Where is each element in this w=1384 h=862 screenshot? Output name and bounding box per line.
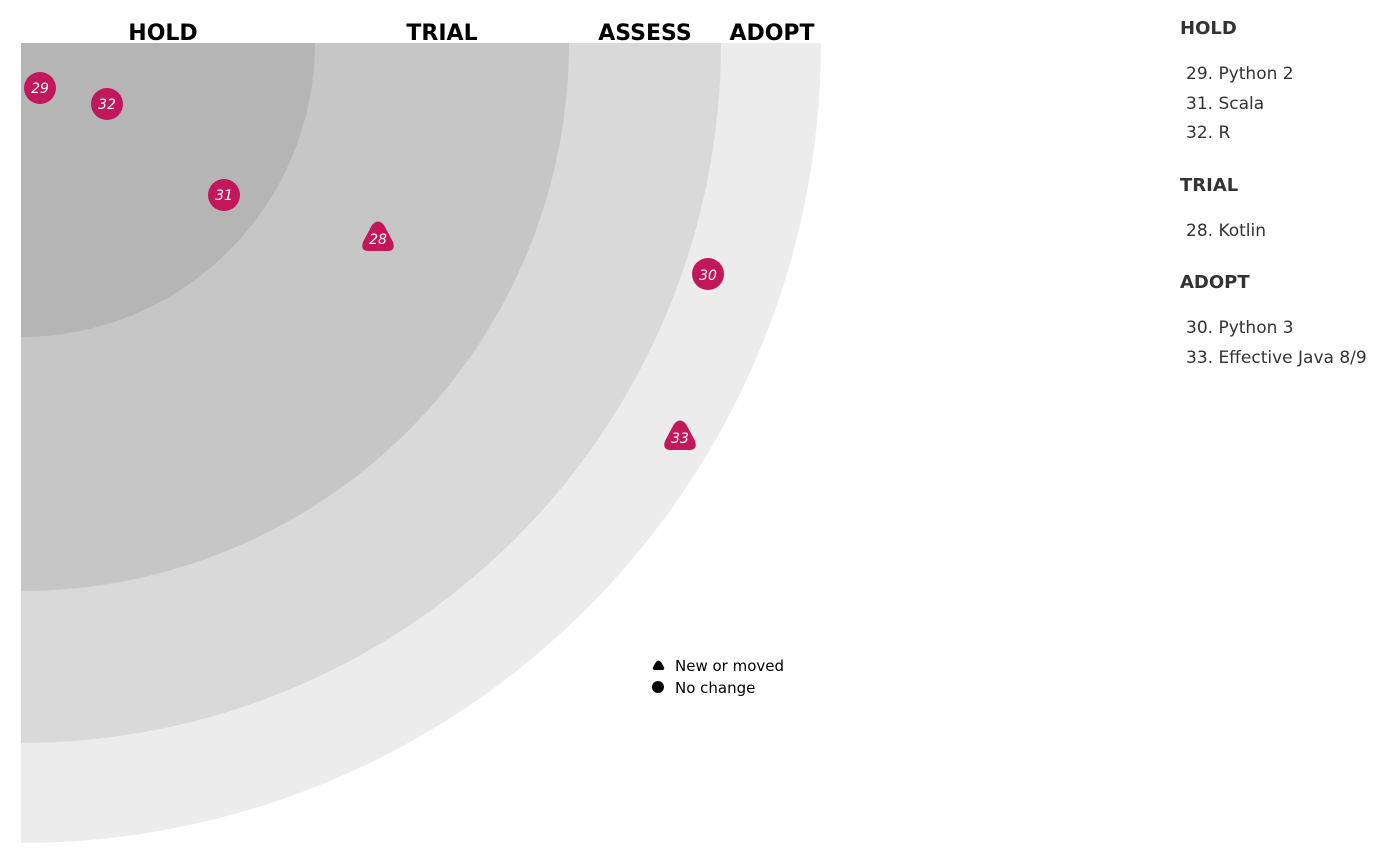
- list-item[interactable]: 33. Effective Java 8/9: [1186, 347, 1367, 368]
- list-item[interactable]: 30. Python 3: [1186, 318, 1294, 338]
- section-title-adopt: ADOPT: [1180, 272, 1250, 293]
- blip-30[interactable]: 30: [692, 258, 724, 290]
- blip-31[interactable]: 31: [208, 179, 240, 211]
- section-title-trial: TRIAL: [1180, 174, 1239, 196]
- legend-circle-icon: [652, 681, 664, 693]
- blip-29-marker: [24, 72, 56, 104]
- section-title-hold: HOLD: [1180, 18, 1237, 39]
- ring-label-hold: HOLD: [128, 21, 197, 46]
- blip-31-marker: [208, 179, 240, 211]
- list-item[interactable]: 28. Kotlin: [1186, 220, 1267, 241]
- blip-29[interactable]: 29: [24, 72, 56, 104]
- ring-label-assess: ASSESS: [598, 21, 691, 46]
- blip-list-panel: HOLD 29. Python 2 31. Scala 32. R TRIAL …: [1180, 16, 1380, 397]
- section-trial: TRIAL 28. Kotlin: [1180, 173, 1380, 247]
- ring-hold: [21, 43, 315, 337]
- blip-28[interactable]: 28: [362, 221, 394, 252]
- blip-30-marker: [692, 258, 724, 290]
- blip-30-label: 30: [699, 268, 717, 284]
- ring-label-trial: TRIAL: [406, 21, 477, 46]
- list-item[interactable]: 31. Scala: [1186, 93, 1265, 114]
- section-adopt: ADOPT 30. Python 3 33. Effective Java 8/…: [1180, 270, 1380, 373]
- blip-31-label: 31: [215, 188, 233, 204]
- radar-chart: HOLD TRIAL ASSESS ADOPT 29 32 31 28 30 3…: [21, 21, 821, 843]
- list-hold: 29. Python 2 31. Scala 32. R: [1186, 60, 1380, 149]
- list-item[interactable]: 32. R: [1186, 123, 1231, 143]
- blip-32-marker: [91, 88, 123, 120]
- list-item[interactable]: 29. Python 2: [1186, 64, 1294, 84]
- legend-triangle-icon: [652, 660, 665, 670]
- blip-33-label: 33: [671, 431, 689, 447]
- blip-28-label: 28: [369, 232, 387, 248]
- legend: New or moved No change: [652, 657, 784, 697]
- list-trial: 28. Kotlin: [1186, 217, 1380, 247]
- blip-32-label: 32: [98, 97, 116, 113]
- blip-33-marker: [664, 420, 696, 450]
- blip-32[interactable]: 32: [91, 88, 123, 120]
- blip-28-marker: [362, 221, 394, 251]
- blip-29-label: 29: [31, 81, 49, 97]
- blip-33[interactable]: 33: [664, 420, 696, 451]
- legend-label-new-or-moved: New or moved: [675, 657, 784, 675]
- list-adopt: 30. Python 3 33. Effective Java 8/9: [1186, 314, 1380, 373]
- legend-label-no-change: No change: [675, 679, 755, 697]
- section-hold: HOLD 29. Python 2 31. Scala 32. R: [1180, 16, 1380, 149]
- ring-label-adopt: ADOPT: [729, 21, 814, 46]
